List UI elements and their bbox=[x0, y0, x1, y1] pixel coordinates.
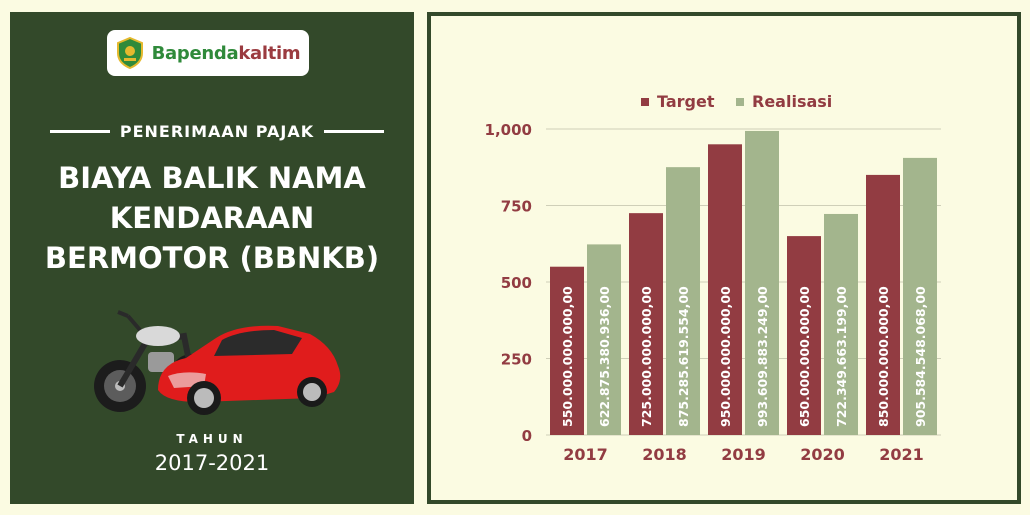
data-label: 993.609.883.249,00 bbox=[755, 286, 770, 427]
x-tick-label: 2018 bbox=[642, 445, 687, 464]
logo-text-bapenda: Bapenda bbox=[151, 42, 239, 64]
bar bbox=[824, 213, 858, 435]
data-label: 850.000.000.000,00 bbox=[876, 286, 891, 427]
logo-text-kaltim: kaltim bbox=[238, 42, 301, 64]
emblem-icon bbox=[116, 37, 143, 69]
data-label: 650.000.000.000,00 bbox=[797, 286, 812, 427]
bar bbox=[787, 236, 821, 435]
data-label: 905.584.548.068,00 bbox=[913, 286, 928, 427]
bar bbox=[866, 174, 900, 435]
bar bbox=[587, 244, 621, 435]
legend-label: Realisasi bbox=[752, 92, 832, 111]
infographic-panel: Bapendakaltim PENERIMAAN PAJAK BIAYA BAL… bbox=[10, 12, 414, 504]
data-label: 725.000.000.000,00 bbox=[639, 286, 654, 427]
legend-label: Target bbox=[657, 92, 715, 111]
data-label: 950.000.000.000,00 bbox=[718, 286, 733, 427]
year-range: 2017-2021 bbox=[154, 451, 270, 475]
bar bbox=[629, 213, 663, 435]
legend-swatch bbox=[641, 98, 649, 106]
subtitle: PENERIMAAN PAJAK bbox=[119, 122, 315, 141]
bar bbox=[550, 266, 584, 435]
y-tick-label: 250 bbox=[501, 351, 532, 369]
vehicles-illustration bbox=[94, 310, 341, 415]
y-tick-label: 1,000 bbox=[485, 121, 532, 139]
legend-swatch bbox=[736, 98, 744, 106]
title-line-3: BERMOTOR (BBNKB) bbox=[44, 241, 380, 275]
bar bbox=[903, 157, 937, 435]
logo: Bapendakaltim bbox=[107, 30, 309, 76]
y-tick-label: 0 bbox=[522, 427, 532, 445]
bar bbox=[745, 130, 779, 436]
x-tick-label: 2017 bbox=[563, 445, 608, 464]
subtitle-line-left bbox=[50, 130, 110, 133]
data-label: 550.000.000.000,00 bbox=[560, 286, 575, 427]
y-tick-label: 500 bbox=[501, 274, 532, 292]
year-caption: TAHUN bbox=[176, 432, 248, 446]
data-label: 722.349.663.199,00 bbox=[834, 286, 849, 427]
chart-panel: 0 250 500 750 1,000 Target Realisasi 550.000.00… bbox=[427, 12, 1021, 504]
x-tick-label: 2021 bbox=[879, 445, 924, 464]
x-tick-label: 2020 bbox=[800, 445, 845, 464]
y-tick-label: 750 bbox=[501, 198, 532, 216]
title-line-1: BIAYA BALIK NAMA bbox=[58, 161, 366, 195]
bar bbox=[666, 167, 700, 436]
subtitle-row: PENERIMAAN PAJAK bbox=[50, 122, 384, 141]
subtitle-line-right bbox=[324, 130, 384, 133]
data-label: 622.875.380.936,00 bbox=[597, 286, 612, 427]
data-label: 875.285.619.554,00 bbox=[676, 286, 691, 427]
x-tick-label: 2019 bbox=[721, 445, 766, 464]
title-line-2: KENDARAAN bbox=[109, 201, 315, 235]
bar-chart: 0 250 500 750 1,000 Target Realisasi 550.000.00… bbox=[485, 92, 941, 464]
page-title: BIAYA BALIK NAMA KENDARAAN BERMOTOR (BBN… bbox=[30, 158, 394, 278]
bar bbox=[708, 144, 742, 436]
car-icon bbox=[158, 325, 341, 415]
